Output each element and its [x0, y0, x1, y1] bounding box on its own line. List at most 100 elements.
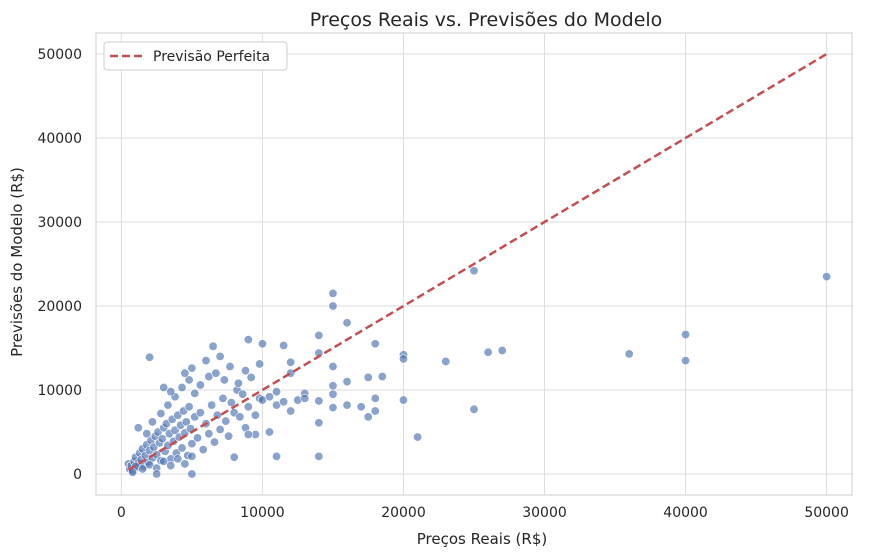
y-tick-label: 0: [73, 467, 82, 483]
data-point: [215, 424, 225, 434]
y-axis: 0 10000 20000 30000 40000 50000: [37, 47, 82, 483]
data-point: [159, 456, 169, 466]
data-point: [328, 301, 338, 311]
data-point: [159, 382, 169, 392]
data-point: [272, 387, 282, 397]
data-point: [233, 378, 243, 388]
data-point: [187, 451, 197, 461]
data-point: [229, 452, 239, 462]
data-point: [483, 347, 493, 357]
data-point: [204, 429, 214, 439]
data-point: [201, 356, 211, 366]
data-point: [219, 375, 229, 385]
data-point: [370, 393, 380, 403]
data-point: [243, 335, 253, 345]
data-point: [398, 354, 408, 364]
data-point: [300, 393, 310, 403]
data-point: [328, 403, 338, 413]
y-tick-label: 10000: [37, 383, 82, 399]
data-point: [207, 400, 217, 410]
data-point: [342, 318, 352, 328]
data-point: [226, 398, 236, 408]
data-point: [187, 469, 197, 479]
data-point: [342, 377, 352, 387]
data-point: [238, 389, 248, 399]
data-point: [184, 402, 194, 412]
data-point: [215, 351, 225, 361]
data-point: [681, 356, 691, 366]
data-point: [286, 406, 296, 416]
y-tick-label: 20000: [37, 299, 82, 315]
data-point: [166, 387, 176, 397]
x-axis-label: Preços Reais (R$): [417, 530, 547, 548]
data-point: [377, 372, 387, 382]
y-axis-label: Previsões do Modelo (R$): [8, 167, 26, 357]
x-tick-label: 10000: [240, 505, 285, 521]
data-point: [264, 392, 274, 402]
data-point: [356, 402, 366, 412]
legend: Previsão Perfeita: [103, 41, 288, 71]
plot-area: 0 10000 20000 30000 40000 50000 0 10000 20000 30…: [37, 32, 853, 521]
grid: [96, 33, 852, 495]
data-point: [177, 443, 187, 453]
data-point: [314, 418, 324, 428]
data-point: [147, 417, 157, 427]
y-tick-label: 40000: [37, 131, 82, 147]
data-point: [370, 339, 380, 349]
data-point: [286, 357, 296, 367]
perfect-prediction-line: [127, 52, 828, 471]
y-tick-label: 50000: [37, 47, 82, 63]
data-point: [243, 430, 253, 440]
x-tick-label: 40000: [663, 505, 708, 521]
data-point: [187, 363, 197, 373]
data-point: [413, 432, 423, 442]
data-point: [264, 427, 274, 437]
data-point: [156, 409, 166, 419]
data-point: [624, 349, 634, 359]
data-point: [193, 433, 203, 443]
data-point: [246, 372, 256, 382]
data-point: [328, 389, 338, 399]
data-point: [441, 356, 451, 366]
data-point: [279, 340, 289, 350]
data-point: [195, 408, 205, 418]
data-points: [123, 266, 832, 479]
data-point: [166, 461, 176, 471]
data-point: [198, 445, 208, 455]
data-point: [133, 423, 143, 433]
data-point: [190, 388, 200, 398]
data-point: [314, 330, 324, 340]
data-point: [469, 266, 479, 276]
data-point: [279, 397, 289, 407]
data-point: [138, 464, 148, 474]
data-point: [469, 404, 479, 414]
chart-title: Preços Reais vs. Previsões do Modelo: [310, 9, 663, 31]
data-point: [363, 372, 373, 382]
data-point: [257, 339, 267, 349]
data-point: [152, 469, 162, 479]
data-point: [255, 359, 265, 369]
data-point: [314, 396, 324, 406]
data-point: [243, 402, 253, 412]
data-point: [145, 352, 155, 362]
data-point: [225, 361, 235, 371]
data-point: [195, 380, 205, 390]
x-tick-label: 30000: [522, 505, 567, 521]
data-point: [163, 400, 173, 410]
data-point: [157, 434, 167, 444]
data-point: [328, 288, 338, 298]
data-point: [180, 459, 190, 469]
data-point: [822, 272, 832, 282]
data-point: [241, 366, 251, 376]
legend-box: [103, 41, 288, 71]
data-point: [497, 346, 507, 356]
data-point: [224, 431, 234, 441]
data-point: [170, 425, 180, 435]
data-point: [363, 412, 373, 422]
y-tick-label: 30000: [37, 215, 82, 231]
data-point: [142, 429, 152, 439]
data-point: [177, 382, 187, 392]
data-point: [250, 410, 260, 420]
x-tick-label: 50000: [804, 505, 849, 521]
